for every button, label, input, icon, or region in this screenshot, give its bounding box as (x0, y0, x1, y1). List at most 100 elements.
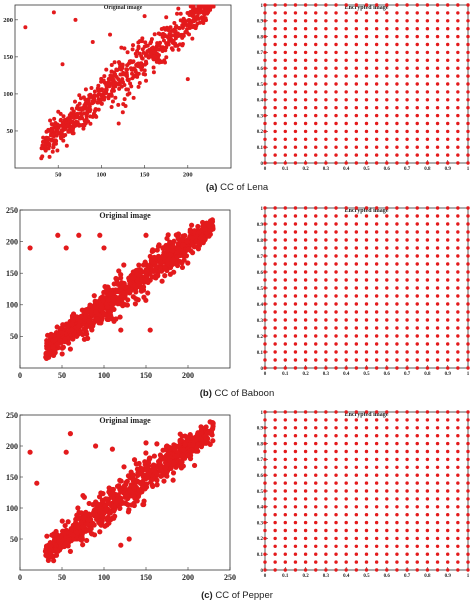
data-point (153, 264, 159, 270)
data-point (425, 334, 430, 338)
data-point (435, 34, 440, 39)
data-point (83, 119, 88, 124)
data-point (166, 42, 171, 47)
data-point (385, 418, 389, 422)
data-point (136, 262, 142, 268)
data-point (99, 317, 105, 323)
data-point (145, 290, 151, 296)
data-point (263, 350, 267, 354)
data-point (456, 129, 460, 134)
data-point (140, 47, 145, 52)
data-point (324, 238, 328, 242)
data-point (324, 560, 328, 564)
data-point (385, 489, 389, 493)
data-point (405, 254, 409, 258)
data-point (456, 366, 460, 370)
data-point (126, 536, 132, 542)
data-point (303, 310, 308, 314)
data-point (283, 350, 287, 354)
data-point (344, 137, 348, 141)
data-point (117, 86, 122, 91)
data-point (415, 544, 419, 548)
data-point (456, 214, 460, 218)
data-point (364, 441, 369, 446)
data-point (446, 74, 450, 78)
data-point (104, 304, 111, 310)
data-point (456, 294, 460, 298)
data-point (207, 441, 213, 447)
data-point (385, 206, 389, 210)
data-point (435, 82, 440, 86)
data-point (415, 3, 419, 7)
data-point (466, 465, 470, 469)
data-point (161, 470, 167, 476)
data-point (344, 520, 348, 525)
y-tick-label: 150 (6, 473, 18, 482)
data-point (395, 410, 399, 414)
data-point (314, 278, 318, 282)
data-point (456, 326, 460, 330)
data-point (425, 513, 430, 517)
data-point (283, 358, 287, 362)
data-point (364, 113, 369, 118)
data-point (293, 230, 298, 234)
data-point (415, 161, 419, 165)
data-point (86, 318, 92, 324)
data-point (324, 310, 328, 314)
data-point (283, 560, 287, 564)
data-point (61, 543, 67, 550)
data-point (263, 418, 267, 422)
data-point (94, 502, 100, 508)
data-point (374, 137, 379, 141)
data-point (100, 514, 106, 520)
data-point (133, 69, 138, 74)
data-point (466, 552, 470, 556)
data-point (273, 206, 277, 210)
data-point (385, 11, 389, 15)
data-point (293, 418, 298, 422)
data-point (283, 214, 287, 218)
data-point (314, 520, 318, 525)
data-point (334, 560, 338, 564)
data-point (283, 66, 287, 70)
y-tick-label: 200 (3, 17, 13, 24)
data-point (374, 113, 379, 118)
data-point (466, 262, 470, 266)
data-point (59, 330, 65, 336)
data-point (435, 418, 440, 422)
data-point (303, 254, 308, 258)
data-point (466, 90, 470, 94)
data-point (118, 72, 123, 77)
data-point (425, 3, 430, 7)
data-point (364, 98, 369, 102)
data-point (374, 50, 379, 55)
data-point (466, 489, 470, 493)
data-point (180, 447, 186, 453)
data-point (263, 449, 267, 454)
data-point (170, 477, 176, 483)
data-point (385, 481, 389, 485)
data-point (48, 550, 54, 556)
data-point (283, 153, 287, 157)
data-point (303, 294, 308, 298)
data-point (334, 358, 338, 362)
data-point (283, 278, 287, 282)
y-tick-label: 0.3 (257, 319, 264, 324)
data-point (78, 313, 84, 319)
data-point (314, 50, 318, 55)
data-point (344, 153, 348, 157)
data-point (354, 286, 359, 290)
data-point (415, 552, 419, 556)
data-point (273, 145, 277, 149)
data-point (435, 513, 440, 517)
data-point (385, 552, 389, 556)
data-point (202, 15, 207, 20)
data-point (60, 344, 66, 350)
data-point (56, 538, 62, 544)
data-point (446, 310, 450, 314)
data-point (405, 497, 409, 501)
data-point (283, 246, 287, 250)
data-point (354, 278, 359, 282)
data-point (314, 434, 318, 438)
